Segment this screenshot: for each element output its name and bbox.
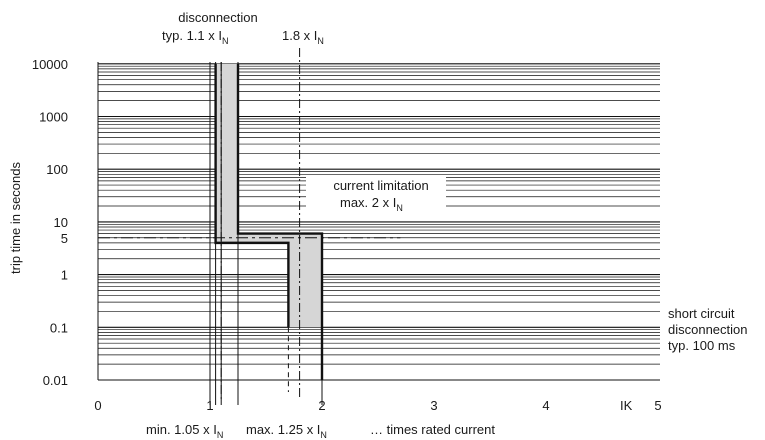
x-axis-unit: IK [620, 398, 633, 413]
reference-lines [98, 48, 401, 405]
bottom-annotation: min. 1.05 x IN max. 1.25 x IN … times ra… [146, 422, 495, 440]
disconnection-annotation-bg [158, 6, 278, 46]
min-label: min. 1.05 x IN [146, 422, 223, 440]
short-circuit-annotation: short circuit disconnection typ. 100 ms [668, 306, 748, 353]
tolerance-band-lower [215, 233, 322, 328]
disconnection-typ-sub: N [222, 36, 229, 46]
y-tick-label: 1000 [39, 110, 68, 125]
current-limitation-annotation: current limitation max. 2 x IN [306, 175, 446, 215]
y-tick-label: 10 [54, 215, 68, 230]
x-tick-label: 1 [206, 398, 213, 413]
trip-curve-1 [214, 63, 290, 328]
min-label-text: min. 1.05 x I [146, 422, 217, 437]
x-tick-label: 2 [318, 398, 325, 413]
max-label-text: max. 1.25 x I [246, 422, 320, 437]
current-limitation-max-sub: N [396, 203, 403, 213]
short-circuit-line2: disconnection [668, 322, 748, 337]
trip-curves [214, 63, 324, 380]
y-tick-label: 10000 [32, 57, 68, 72]
y-tick-label: 5 [61, 231, 68, 246]
one-point-eight-label: 1.8 x IN [282, 28, 324, 46]
max-label: max. 1.25 x IN [246, 422, 327, 440]
current-limitation-bg [306, 175, 446, 215]
current-limitation-title: current limitation [333, 178, 428, 193]
disconnection-title: disconnection [178, 10, 258, 25]
disconnection-typ-text: typ. 1.1 x I [162, 28, 222, 43]
one-point-eight-text: 1.8 x I [282, 28, 317, 43]
x-tick-label: 0 [94, 398, 101, 413]
y-tick-label: 1 [61, 268, 68, 283]
y-tick-label: 100 [46, 162, 68, 177]
tolerance-band-upper [215, 63, 238, 243]
y-axis-label: trip time in seconds [8, 162, 23, 274]
short-circuit-line3: typ. 100 ms [668, 338, 736, 353]
max-label-sub: N [320, 430, 327, 440]
current-limitation-max-text: max. 2 x I [340, 195, 396, 210]
times-rated-label: … times rated current [370, 422, 495, 437]
disconnection-typ: typ. 1.1 x IN [162, 28, 228, 46]
x-tick-label: 5 [654, 398, 661, 413]
short-circuit-line1: short circuit [668, 306, 735, 321]
one-point-eight-sub: N [317, 36, 324, 46]
grid [97, 62, 660, 381]
one-point-eight-annotation: 1.8 x IN [282, 28, 324, 46]
y-tick-label: 0.1 [50, 320, 68, 335]
current-limitation-max: max. 2 x IN [340, 195, 403, 213]
disconnection-annotation: disconnection typ. 1.1 x IN [158, 6, 278, 46]
min-label-sub: N [217, 430, 224, 440]
x-tick-label: 4 [542, 398, 549, 413]
x-tick-label: 3 [430, 398, 437, 413]
trip-curve-2 [236, 63, 324, 380]
y-tick-label: 0.01 [43, 373, 68, 388]
